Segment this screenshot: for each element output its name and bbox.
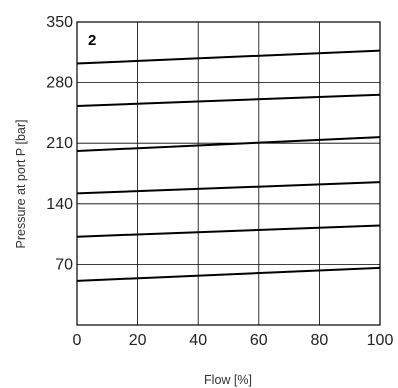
series-line-2 (76, 224, 381, 238)
series-line-4 (76, 136, 381, 152)
series-line-1 (76, 266, 381, 282)
plot-frame (76, 21, 381, 326)
y-tick-label: 70 (55, 256, 73, 273)
x-tick-label: 60 (250, 332, 268, 349)
y-axis-label: Pressure at port P [bar] (14, 120, 28, 249)
x-tick-labels: 0 20 40 60 80 100 (73, 332, 394, 349)
x-tick-label: 40 (189, 332, 207, 349)
y-tick-labels: 70 140 210 280 350 (46, 14, 73, 273)
x-tick-label: 20 (129, 332, 147, 349)
y-tick-label: 280 (46, 75, 73, 92)
x-tick-label: 0 (73, 332, 82, 349)
grid (77, 22, 380, 325)
series-lines (76, 49, 381, 282)
y-tick-label: 210 (46, 135, 73, 152)
series-line-5 (76, 93, 381, 107)
series-line-3 (76, 181, 381, 195)
y-tick-label: 350 (46, 14, 73, 31)
x-tick-label: 100 (367, 332, 394, 349)
series-line-6 (76, 49, 381, 65)
y-tick-label: 140 (46, 196, 73, 213)
x-tick-label: 80 (311, 332, 329, 349)
x-axis-label: Flow [%] (204, 373, 252, 387)
panel-label: 2 (88, 32, 96, 49)
